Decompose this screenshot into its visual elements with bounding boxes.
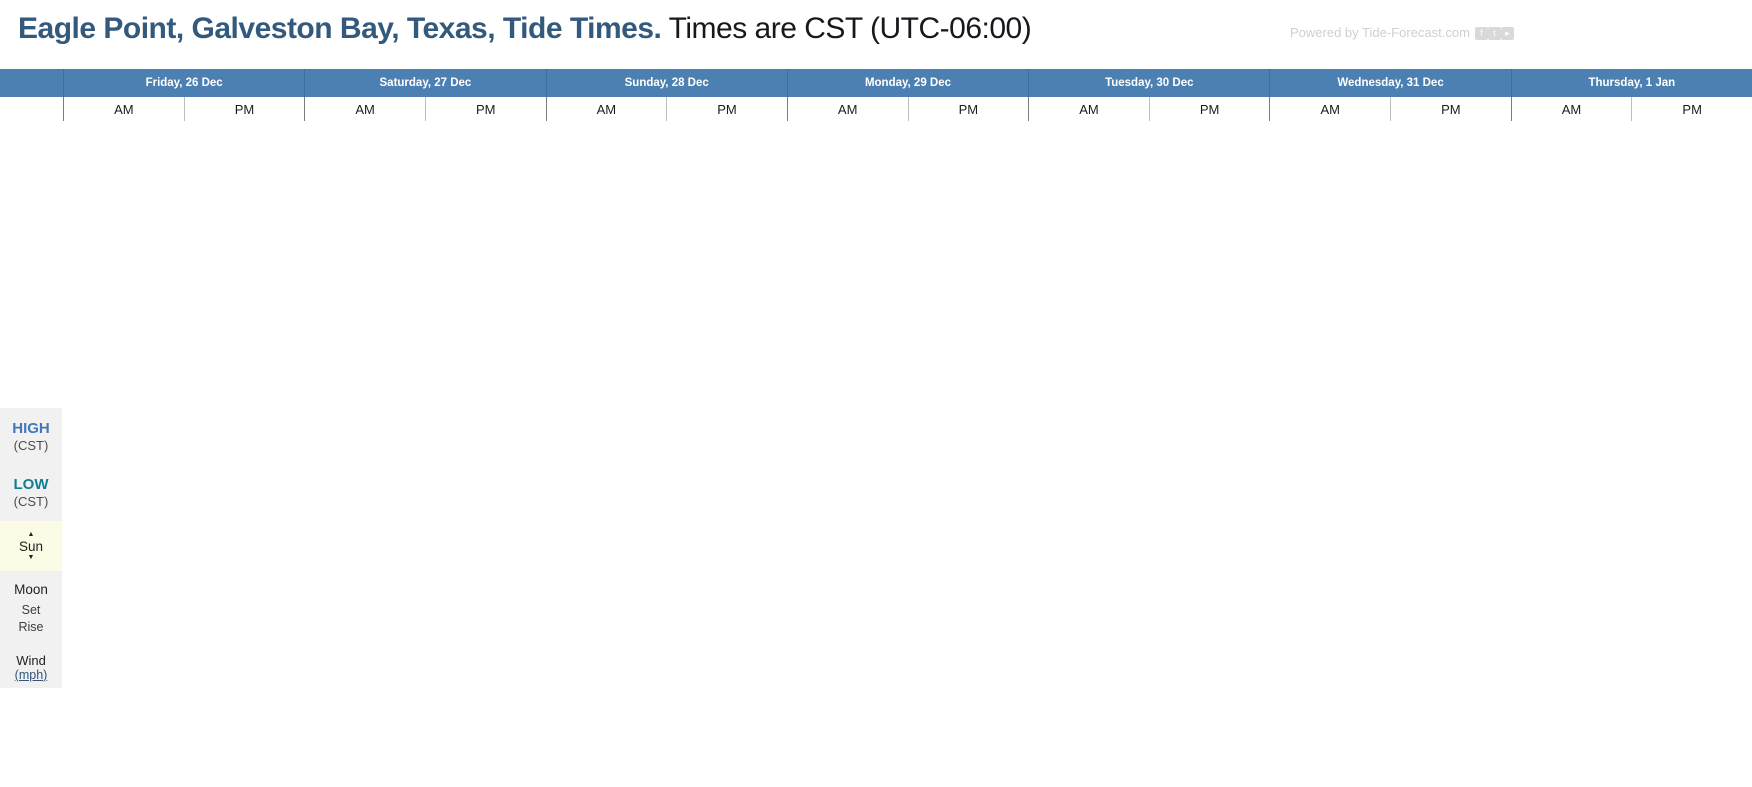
ampm-cell-am: AM — [545, 97, 667, 121]
day-header-cell: Monday, 29 Dec — [786, 69, 1028, 97]
high-row-label: HIGH (CST) — [0, 408, 62, 464]
ampm-cell-pm: PM — [666, 97, 787, 121]
page-title-location: Eagle Point, Galveston Bay, Texas, Tide … — [18, 12, 662, 45]
moon-label: Moon — [14, 581, 48, 597]
ampm-cell-am: AM — [786, 97, 908, 121]
social-icon-2[interactable]: t — [1487, 27, 1501, 40]
ampm-cell-am: AM — [63, 97, 184, 121]
low-row-label: LOW (CST) — [0, 464, 62, 521]
low-label-tz: (CST) — [13, 494, 49, 509]
ampm-header-row: AM PM AM PM AM PM AM PM AM PM AM PM AM PM — [0, 97, 1752, 121]
wind-label: Wind — [16, 652, 46, 668]
top-watermark-icons: f t ▸ — [1474, 24, 1514, 40]
moon-rise-label: Rise — [18, 619, 44, 634]
wind-row-label: Wind (mph) — [0, 646, 62, 688]
wind-unit-link[interactable]: (mph) — [14, 667, 48, 682]
moon-row-label: Moon Set Rise — [0, 571, 62, 646]
day-header-cell: Wednesday, 31 Dec — [1269, 69, 1510, 97]
day-header-cell: Sunday, 28 Dec — [545, 69, 787, 97]
moon-set-label: Set — [21, 602, 41, 617]
social-icon-1[interactable]: f — [1474, 27, 1488, 40]
ampm-cell-pm: PM — [183, 97, 305, 121]
day-header-row: Friday, 26 Dec Saturday, 27 Dec Sunday, 28… — [0, 69, 1752, 97]
ampm-cell-pm: PM — [1390, 97, 1511, 121]
high-label-tz: (CST) — [13, 437, 49, 453]
tide-chart — [0, 122, 1752, 408]
ampm-cell-pm: PM — [1631, 97, 1752, 121]
ampm-cell-am: AM — [1028, 97, 1149, 121]
sun-label: Sun — [18, 538, 44, 554]
low-label: LOW — [13, 476, 49, 493]
sun-row-label: ▲ Sun ▼ — [0, 521, 62, 571]
ampm-cell-am: AM — [1269, 97, 1390, 121]
day-header-cell: Saturday, 27 Dec — [304, 69, 545, 97]
page-title: Eagle Point, Galveston Bay, Texas, Tide … — [18, 12, 1032, 46]
sunrise-arrow-icon: ▲ — [27, 530, 35, 538]
day-header-cell: Tuesday, 30 Dec — [1028, 69, 1269, 97]
social-icon-3[interactable]: ▸ — [1500, 27, 1514, 40]
sunset-arrow-icon: ▼ — [27, 553, 35, 561]
ampm-cell-am: AM — [1510, 97, 1632, 121]
ampm-cell-pm: PM — [424, 97, 546, 121]
top-watermark-text: Powered by Tide-Forecast.com — [1290, 24, 1470, 40]
day-header-cell: Friday, 26 Dec — [63, 69, 304, 97]
ampm-cell-pm: PM — [1148, 97, 1270, 121]
top-watermark: Powered by Tide-Forecast.com f t ▸ — [1290, 24, 1514, 40]
day-header-cell: Thursday, 1 Jan — [1510, 69, 1752, 97]
ampm-cell-am: AM — [304, 97, 425, 121]
ampm-cell-pm: PM — [907, 97, 1029, 121]
high-label: HIGH — [12, 419, 50, 437]
page-title-timezone: Times are CST (UTC-06:00) — [661, 12, 1032, 45]
